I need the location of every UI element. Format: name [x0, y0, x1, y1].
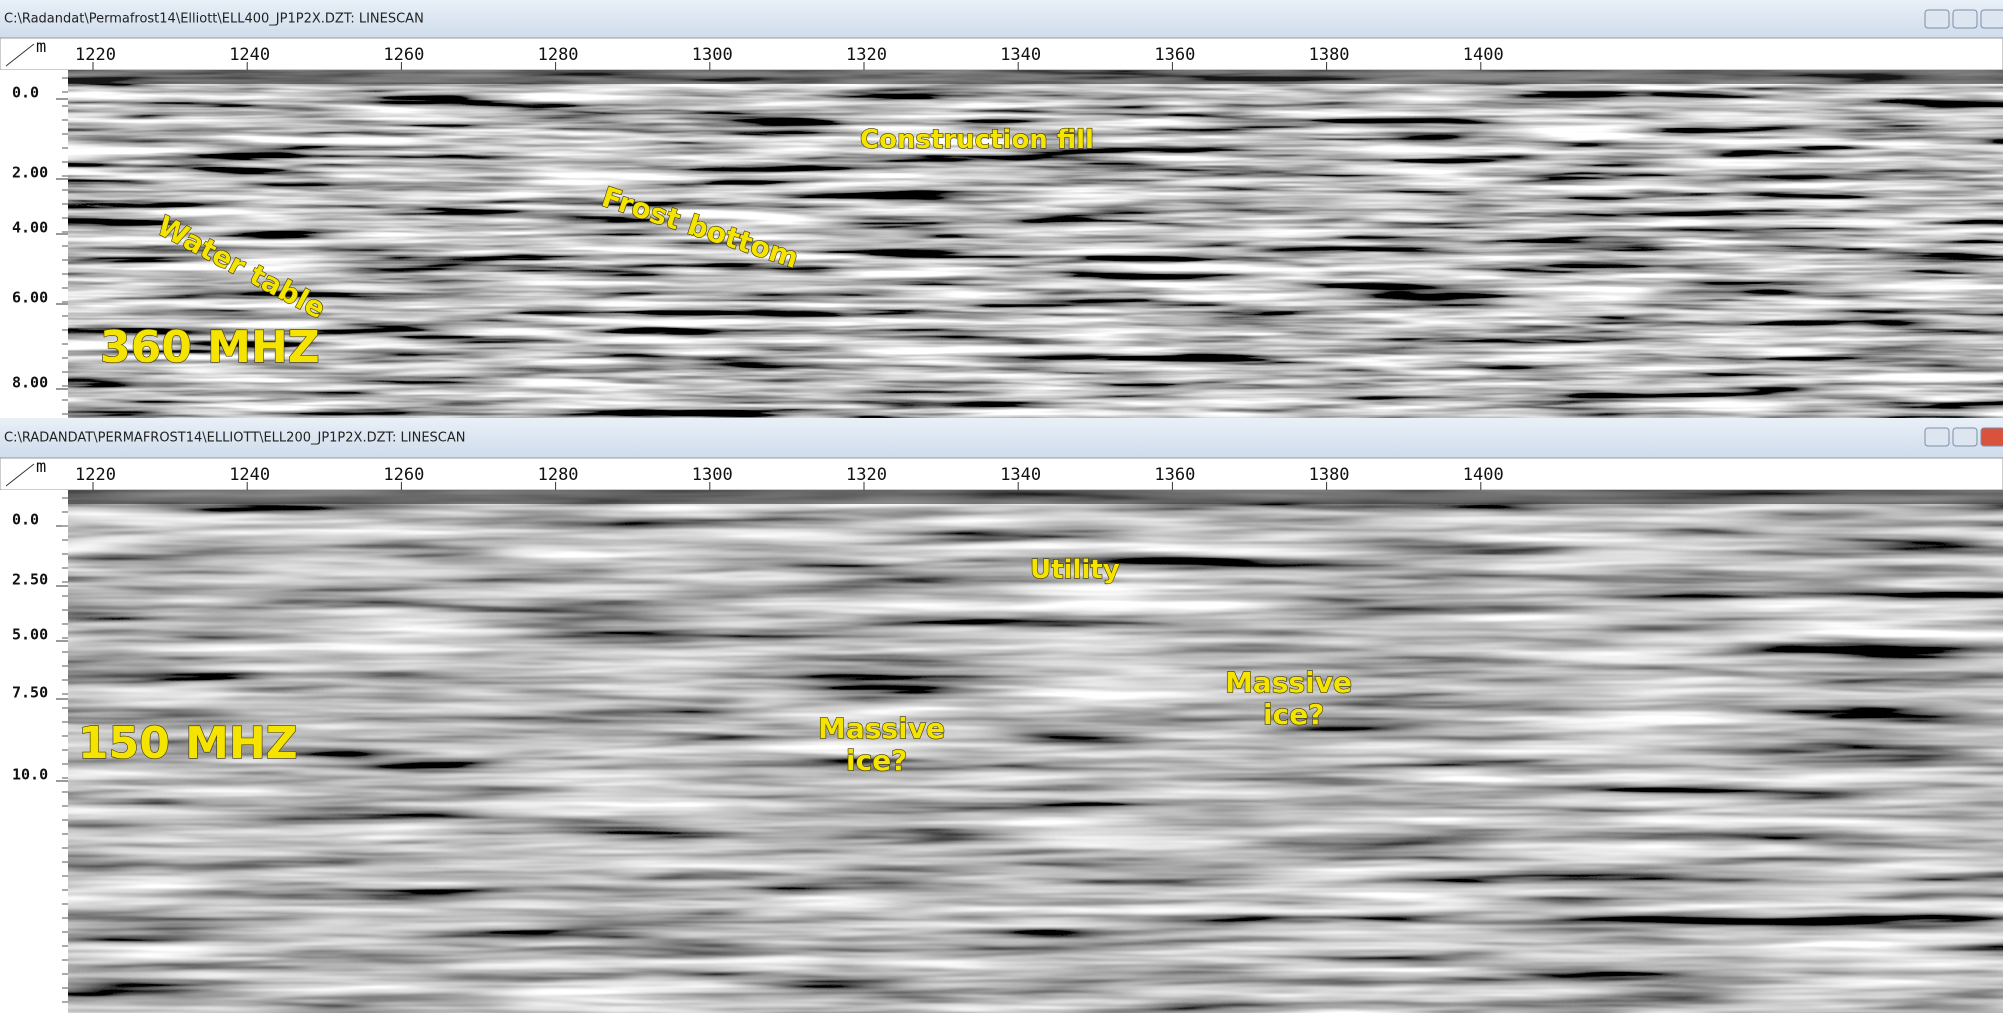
annotation-line: ice?: [846, 744, 907, 777]
maximize-button[interactable]: [1953, 428, 1977, 446]
distance-tick-label: 1220: [75, 45, 116, 65]
radargram: [68, 70, 2003, 418]
annotation-line: ice?: [1263, 698, 1324, 731]
depth-tick-label: 7.50: [12, 684, 48, 702]
distance-tick-label: 1340: [1000, 465, 1041, 485]
depth-tick-label: 2.50: [12, 571, 48, 589]
annotation-line: 150 MHZ: [78, 718, 298, 769]
distance-tick-label: 1320: [846, 465, 887, 485]
distance-tick-label: 1340: [1000, 45, 1041, 65]
depth-axis: [0, 490, 68, 1013]
distance-tick-label: 1240: [229, 465, 270, 485]
annotation: 360 MHZ: [100, 322, 320, 373]
depth-tick-label: 8.00: [12, 374, 48, 392]
depth-tick-label: 4.00: [12, 219, 48, 237]
annotation-line: Massive: [818, 712, 945, 745]
close-button[interactable]: [1981, 10, 2003, 28]
distance-tick-label: 1400: [1463, 465, 1504, 485]
depth-tick-label: 0.0: [12, 511, 39, 529]
annotation-line: Construction fill: [860, 125, 1094, 155]
distance-tick-label: 1360: [1154, 45, 1195, 65]
distance-tick-label: 1280: [538, 45, 579, 65]
close-button[interactable]: [1981, 428, 2003, 446]
annotation-line: 360 MHZ: [100, 322, 320, 373]
annotation: Utility: [1030, 555, 1120, 585]
depth-tick-label: 2.00: [12, 164, 48, 182]
annotation-line: Utility: [1030, 555, 1120, 585]
distance-tick-label: 1380: [1309, 45, 1350, 65]
distance-tick-label: 1300: [692, 465, 733, 485]
maximize-button[interactable]: [1953, 10, 1977, 28]
depth-tick-label: 0.0: [12, 84, 39, 102]
annotation-line: Massive: [1225, 666, 1352, 699]
distance-tick-label: 1280: [538, 465, 579, 485]
depth-tick-label: 5.00: [12, 626, 48, 644]
depth-unit: m: [36, 37, 46, 57]
distance-tick-label: 1260: [383, 465, 424, 485]
radargram-top: [68, 490, 2003, 504]
distance-tick-label: 1380: [1309, 465, 1350, 485]
minimize-button[interactable]: [1925, 10, 1949, 28]
distance-tick-label: 1240: [229, 45, 270, 65]
distance-tick-label: 1300: [692, 45, 733, 65]
distance-tick-label: 1260: [383, 45, 424, 65]
distance-tick-label: 1220: [75, 465, 116, 485]
screen: C:\Radandat\Permafrost14\Elliott\ELL400_…: [0, 0, 2003, 1013]
minimize-button[interactable]: [1925, 428, 1949, 446]
radargram-top: [68, 70, 2003, 84]
depth-tick-label: 6.00: [12, 289, 48, 307]
distance-tick-label: 1320: [846, 45, 887, 65]
window-title: C:\RADANDAT\PERMAFROST14\ELLIOTT\ELL200_…: [4, 431, 465, 446]
window-title: C:\Radandat\Permafrost14\Elliott\ELL400_…: [4, 12, 424, 27]
depth-axis: [0, 70, 68, 418]
depth-unit: m: [36, 457, 46, 477]
depth-tick-label: 10.0: [12, 766, 48, 784]
distance-tick-label: 1400: [1463, 45, 1504, 65]
annotation: 150 MHZ: [78, 718, 298, 769]
distance-tick-label: 1360: [1154, 465, 1195, 485]
annotation: Construction fill: [860, 125, 1094, 155]
page: C:\Radandat\Permafrost14\Elliott\ELL400_…: [0, 0, 2003, 1013]
